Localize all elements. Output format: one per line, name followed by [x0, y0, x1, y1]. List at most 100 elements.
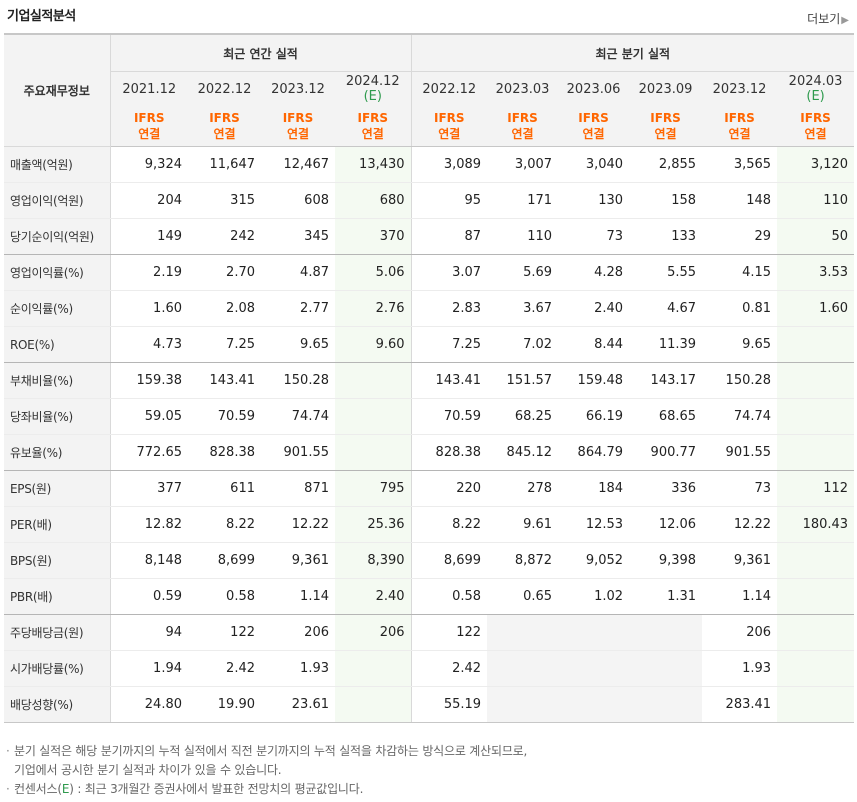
- standard-header: IFRS 연결: [629, 106, 703, 147]
- table-cell: 0.58: [188, 578, 261, 615]
- period-header: 2023.12: [702, 71, 778, 106]
- table-cell: 278: [487, 470, 559, 507]
- table-cell: 9.65: [702, 326, 778, 363]
- table-row: BPS(원) 8,148 8,699 9,361 8,390 8,699 8,872 9,05…: [4, 542, 855, 579]
- table-cell: 283.41: [702, 686, 778, 723]
- footnote-2-pre: 컨센서스(: [14, 782, 62, 796]
- standard-header: IFRS 연결: [410, 106, 488, 147]
- table-row: 당기순이익(억원) 149 242 345 370 87 110 73 133 29 50: [4, 218, 855, 255]
- table-cell: 2.42: [410, 650, 488, 687]
- period-date: 2023.09: [638, 81, 693, 97]
- table-cell: 11.39: [629, 326, 703, 363]
- basis-label: 연결: [286, 127, 310, 141]
- table-cell: 94: [110, 614, 188, 651]
- row-label: 시가배당률(%): [4, 650, 111, 687]
- table-cell: 4.28: [558, 254, 630, 291]
- table-cell: 8.22: [410, 506, 488, 543]
- period-date: 2024.03: [788, 74, 843, 89]
- table-cell: 158: [629, 182, 703, 219]
- table-cell: 0.81: [702, 290, 778, 327]
- table-cell: 143.17: [629, 362, 703, 399]
- table-cell: 12.82: [110, 506, 188, 543]
- row-header-label: 주요재무정보: [4, 33, 111, 147]
- table-cell: 2.42: [188, 650, 261, 687]
- more-label: 더보기: [807, 12, 841, 26]
- table-cell: 206: [335, 614, 412, 651]
- table-cell: 7.02: [487, 326, 559, 363]
- table-cell: [335, 650, 412, 687]
- table-cell: [558, 614, 630, 651]
- table-cell: 206: [261, 614, 335, 651]
- table-cell: 0.58: [410, 578, 488, 615]
- table-cell: 1.60: [110, 290, 188, 327]
- table-cell: 204: [110, 182, 188, 219]
- table-cell: 73: [558, 218, 630, 255]
- basis-label: 연결: [138, 127, 161, 141]
- basis-label: 연결: [654, 127, 677, 141]
- standard-header: IFRS 연결: [777, 106, 855, 147]
- table-cell: 3,565: [702, 146, 778, 183]
- table-cell: 370: [335, 218, 412, 255]
- table-cell: 901.55: [261, 434, 335, 471]
- table-cell: 220: [410, 470, 488, 507]
- table-cell: 4.73: [110, 326, 188, 363]
- table-row: 영업이익률(%) 2.19 2.70 4.87 5.06 3.07 5.69 4.28 5.55…: [4, 254, 855, 291]
- table-cell: 66.19: [558, 398, 630, 435]
- standard-header: IFRS 연결: [558, 106, 630, 147]
- standard-label: IFRS: [650, 111, 681, 125]
- footnote-1-text: 분기 실적은 해당 분기까지의 누적 실적에서 직전 분기까지의 누적 실적을 …: [14, 744, 528, 758]
- row-label: ROE(%): [4, 326, 111, 363]
- period-date: 2023.06: [566, 81, 621, 97]
- standard-label: IFRS: [724, 111, 755, 125]
- table-cell: 11,647: [188, 146, 261, 183]
- more-link[interactable]: 더보기▶: [807, 10, 849, 27]
- table-cell: 2.19: [110, 254, 188, 291]
- basis-label: 연결: [728, 127, 751, 141]
- table-cell: 87: [410, 218, 488, 255]
- table-body: 매출액(억원) 9,324 11,647 12,467 13,430 3,089 3,007…: [4, 146, 855, 723]
- table-cell: 151.57: [487, 362, 559, 399]
- table-cell: 1.02: [558, 578, 630, 615]
- table-cell: 4.67: [629, 290, 703, 327]
- table-cell: [777, 542, 855, 579]
- standard-header: IFRS 연결: [261, 106, 335, 147]
- basis-label: 연결: [804, 127, 827, 141]
- period-date: 2023.12: [271, 81, 325, 97]
- estimate-mark: (E): [806, 89, 825, 104]
- section-title: 기업실적분석: [7, 9, 76, 24]
- row-label: 유보율(%): [4, 434, 111, 471]
- period-header: 2023.03: [487, 71, 559, 106]
- table-cell: 184: [558, 470, 630, 507]
- table-cell: 68.65: [629, 398, 703, 435]
- table-cell: 5.55: [629, 254, 703, 291]
- table-cell: 845.12: [487, 434, 559, 471]
- table-cell: 2.76: [335, 290, 412, 327]
- table-cell: 112: [777, 470, 855, 507]
- financial-table: 주요재무정보 최근 연간 실적 최근 분기 실적 2021.12 2022.12 2…: [4, 33, 855, 723]
- table-cell: 9,324: [110, 146, 188, 183]
- table-cell: 12.22: [261, 506, 335, 543]
- table-cell: 608: [261, 182, 335, 219]
- table-cell: 12,467: [261, 146, 335, 183]
- table-cell: [487, 686, 559, 723]
- standard-label: IFRS: [578, 111, 609, 125]
- basis-label: 연결: [582, 127, 605, 141]
- footnotes: · 분기 실적은 해당 분기까지의 누적 실적에서 직전 분기까지의 누적 실적을…: [6, 742, 527, 799]
- table-cell: 611: [188, 470, 261, 507]
- table-cell: 23.61: [261, 686, 335, 723]
- group-header-row: 주요재무정보 최근 연간 실적 최근 분기 실적: [4, 33, 855, 147]
- table-cell: 1.60: [777, 290, 855, 327]
- table-row: 주당배당금(원) 94 122 206 206 122 206: [4, 614, 855, 651]
- table-cell: 8,390: [335, 542, 412, 579]
- footnote-2-e: E: [61, 782, 70, 796]
- row-label: PBR(배): [4, 578, 111, 615]
- table-cell: 8.22: [188, 506, 261, 543]
- table-cell: 0.59: [110, 578, 188, 615]
- basis-label: 연결: [511, 127, 534, 141]
- table-cell: 9,052: [558, 542, 630, 579]
- period-date: 2023.12: [712, 81, 767, 97]
- standard-header: IFRS 연결: [188, 106, 261, 147]
- table-row: ROE(%) 4.73 7.25 9.65 9.60 7.25 7.02 8.44 11.39 9…: [4, 326, 855, 363]
- table-cell: 5.69: [487, 254, 559, 291]
- table-row: 영업이익(억원) 204 315 608 680 95 171 130 158 148 110: [4, 182, 855, 219]
